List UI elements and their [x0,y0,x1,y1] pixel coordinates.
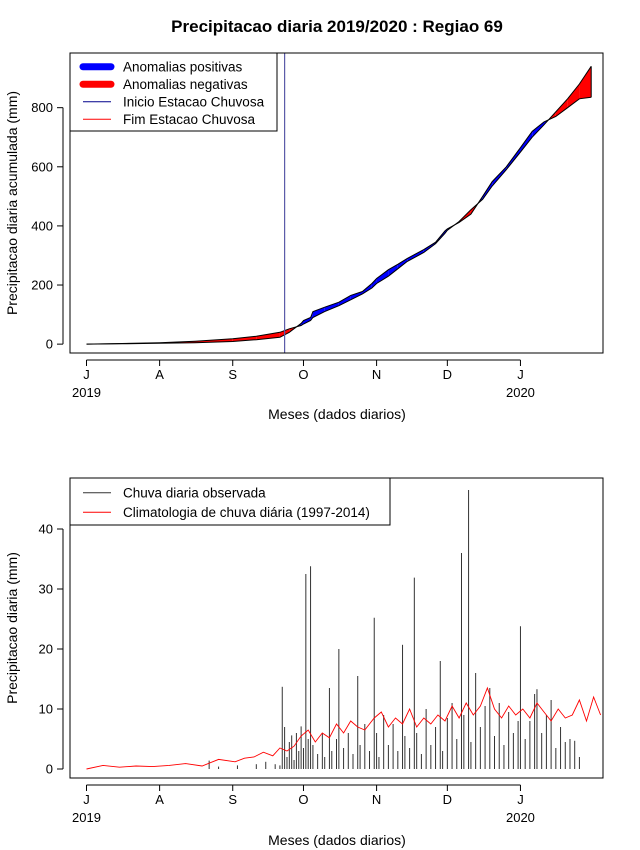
y-tick-label: 800 [31,100,53,115]
anomaly-area [555,98,568,117]
y-tick-label: 10 [39,702,53,717]
legend-label: Chuva diaria observada [123,485,266,500]
anomaly-area [232,336,257,342]
chart-title: Precipitacao diaria 2019/2020 : Regiao 6… [171,17,503,36]
anomaly-area [371,278,377,288]
y-tick-label: 600 [31,159,53,174]
x-tick-label: S [228,367,237,382]
x-axis-label: Meses (dados diarios) [268,832,406,848]
x-year-label: 2019 [72,810,101,825]
anomaly-area [397,258,408,269]
anomaly-area [567,84,580,108]
x-tick-label: A [155,367,164,382]
y-tick-label: 20 [39,642,53,657]
anomaly-area [312,307,325,318]
anomaly-area [350,291,363,300]
x-tick-label: S [228,792,237,807]
x-tick-label: J [83,792,90,807]
x-tick-label: O [298,367,308,382]
x-tick-label: A [155,792,164,807]
x-tick-label: N [372,367,381,382]
observed-cumulative-line [86,96,592,345]
anomaly-area [407,249,424,262]
anomaly-area [520,131,533,153]
x-year-label: 2020 [506,810,535,825]
climatology-cumulative-line [86,66,592,345]
legend-label: Climatologia de chuva diária (1997-2014) [123,505,370,520]
legend-box [69,477,391,526]
y-axis-label: Precipitacao diaria (mm) [4,552,20,704]
legend-label: Anomalias positivas [123,59,243,74]
anomaly-area [579,66,592,99]
y-tick-label: 0 [46,762,53,777]
cumulative-chart: Precipitacao diaria 2019/2020 : Regiao 6… [4,17,604,422]
x-tick-label: J [517,792,524,807]
plot-box [69,52,604,354]
climatology-daily-line [86,686,602,770]
y-tick-label: 400 [31,218,53,233]
legend-label: Inicio Estacao Chuvosa [123,94,265,109]
x-year-label: 2019 [72,385,101,400]
anomaly-area [324,302,339,312]
x-tick-label: O [298,792,308,807]
y-tick-label: 0 [46,337,53,352]
anomaly-area [303,317,311,325]
legend-label: Fim Estacao Chuvosa [123,112,256,127]
x-year-label: 2020 [506,385,535,400]
x-tick-label: D [443,792,452,807]
daily-chart: 0 10 20 30 40 J A S O N D J 2019 2020 Meses (dados di… [4,477,604,848]
x-tick-label: N [372,792,381,807]
y-tick-label: 30 [39,582,53,597]
x-tick-label: J [517,367,524,382]
y-tick-label: 200 [31,278,53,293]
anomaly-area [338,295,351,306]
anomaly-area [376,269,389,284]
anomaly-area [388,264,398,277]
x-tick-label: J [83,367,90,382]
x-axis-label: Meses (dados diarios) [268,406,406,422]
x-tick-label: D [443,367,452,382]
y-axis-label: Precipitacao diaria acumulada (mm) [4,91,20,315]
legend-label: Anomalias negativas [123,77,248,92]
y-tick-label: 40 [39,522,53,537]
